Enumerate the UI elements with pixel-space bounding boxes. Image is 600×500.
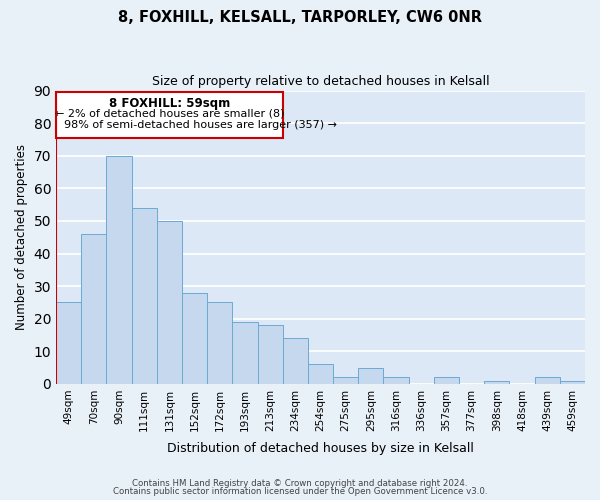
Bar — [157, 221, 182, 384]
Bar — [560, 380, 585, 384]
Bar — [257, 325, 283, 384]
Text: 8, FOXHILL, KELSALL, TARPORLEY, CW6 0NR: 8, FOXHILL, KELSALL, TARPORLEY, CW6 0NR — [118, 10, 482, 25]
Bar — [232, 322, 257, 384]
Bar — [81, 234, 106, 384]
FancyBboxPatch shape — [56, 92, 283, 138]
Bar — [434, 378, 459, 384]
Bar — [56, 302, 81, 384]
Bar — [535, 378, 560, 384]
Bar — [383, 378, 409, 384]
Title: Size of property relative to detached houses in Kelsall: Size of property relative to detached ho… — [152, 75, 490, 88]
X-axis label: Distribution of detached houses by size in Kelsall: Distribution of detached houses by size … — [167, 442, 474, 455]
Text: 8 FOXHILL: 59sqm: 8 FOXHILL: 59sqm — [109, 97, 230, 110]
Text: Contains public sector information licensed under the Open Government Licence v3: Contains public sector information licen… — [113, 487, 487, 496]
Bar — [333, 378, 358, 384]
Text: ← 2% of detached houses are smaller (8): ← 2% of detached houses are smaller (8) — [55, 108, 284, 118]
Bar — [207, 302, 232, 384]
Bar — [358, 368, 383, 384]
Bar — [308, 364, 333, 384]
Bar — [283, 338, 308, 384]
Text: Contains HM Land Registry data © Crown copyright and database right 2024.: Contains HM Land Registry data © Crown c… — [132, 478, 468, 488]
Bar — [484, 380, 509, 384]
Bar — [106, 156, 131, 384]
Bar — [131, 208, 157, 384]
Bar — [182, 292, 207, 384]
Y-axis label: Number of detached properties: Number of detached properties — [15, 144, 28, 330]
Text: 98% of semi-detached houses are larger (357) →: 98% of semi-detached houses are larger (… — [64, 120, 337, 130]
